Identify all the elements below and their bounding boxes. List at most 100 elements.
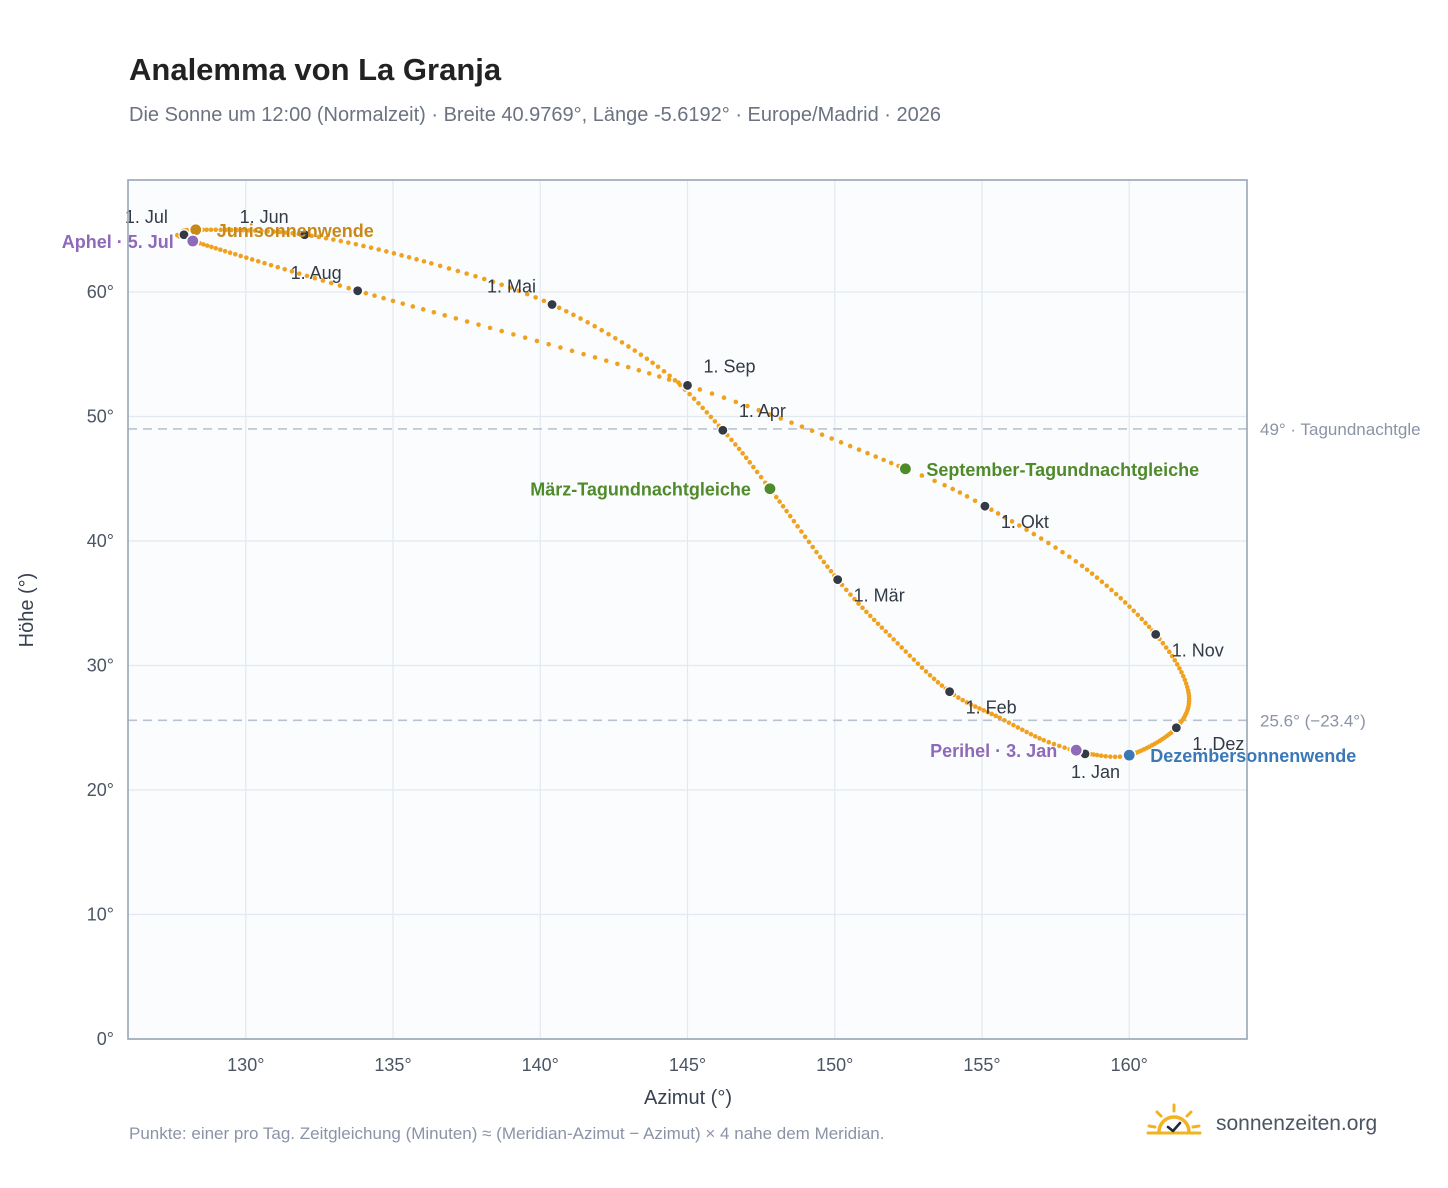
day-point	[829, 436, 834, 441]
y-tick-label: 0°	[97, 1029, 114, 1049]
day-point	[229, 227, 234, 233]
x-tick-label: 155°	[963, 1055, 1000, 1075]
day-point	[204, 227, 209, 233]
day-point	[592, 323, 597, 329]
day-point	[802, 534, 808, 540]
month-marker	[832, 574, 844, 586]
day-point	[522, 335, 528, 340]
day-point	[676, 380, 681, 385]
day-point	[289, 269, 295, 274]
brand-logo[interactable]: sonnenzeiten.org	[1146, 1102, 1406, 1142]
day-point	[646, 371, 652, 376]
day-point	[989, 711, 995, 717]
day-point	[799, 529, 804, 534]
day-point	[625, 364, 631, 370]
day-point	[903, 649, 909, 654]
day-point	[1166, 649, 1172, 655]
sun-icon	[1146, 1103, 1202, 1135]
event-label: Aphel · 5. Jul	[62, 232, 174, 252]
day-point	[795, 524, 800, 529]
day-point	[939, 683, 945, 688]
day-point	[821, 559, 827, 565]
day-point	[499, 282, 504, 288]
x-tick-label: 140°	[522, 1055, 559, 1075]
day-point	[778, 416, 784, 421]
day-point	[218, 247, 223, 252]
day-point	[709, 391, 715, 396]
day-point	[985, 709, 990, 715]
event-label: März-Tagundnachtgleiche	[530, 480, 751, 500]
day-point	[655, 364, 661, 370]
day-point	[1002, 717, 1007, 723]
event-label: Perihel · 3. Jan	[930, 741, 1057, 761]
day-point	[1053, 545, 1058, 550]
month-label: 1. Mai	[487, 276, 536, 296]
event-label: Dezembersonnenwende	[1150, 746, 1356, 766]
day-point	[338, 238, 344, 244]
day-point	[632, 348, 638, 353]
day-point	[626, 344, 631, 349]
day-point	[464, 271, 469, 276]
day-point	[1041, 737, 1047, 743]
day-point	[773, 494, 779, 500]
day-point	[581, 351, 586, 357]
day-point	[476, 322, 481, 327]
day-point	[252, 228, 258, 233]
day-point	[1066, 554, 1072, 560]
day-point	[972, 498, 978, 504]
day-point	[384, 249, 389, 254]
day-point	[1060, 549, 1065, 555]
day-point	[615, 361, 620, 367]
day-point	[271, 229, 277, 234]
day-point	[1024, 527, 1029, 533]
day-point	[789, 420, 794, 425]
day-point	[1118, 596, 1124, 601]
day-point	[1179, 670, 1184, 675]
day-point	[657, 374, 662, 379]
day-point	[437, 263, 443, 269]
day-point	[1015, 725, 1021, 730]
day-point	[249, 257, 255, 262]
day-point	[1019, 727, 1025, 733]
day-point	[255, 259, 261, 264]
day-point	[784, 508, 789, 514]
day-point	[956, 695, 961, 700]
month-label: 1. Aug	[291, 263, 342, 283]
day-point	[911, 657, 917, 662]
day-point	[923, 669, 929, 674]
month-marker	[546, 298, 558, 311]
day-point	[361, 243, 366, 249]
month-label: 1. Jul	[125, 207, 168, 227]
grid-lines	[128, 180, 1247, 1040]
day-point	[213, 227, 219, 233]
y-axis-label: Höhe (°)	[16, 573, 38, 648]
chart-subtitle: Die Sonne um 12:00 (Normalzeit) · Breite…	[129, 104, 942, 126]
day-point	[481, 276, 487, 282]
day-point	[473, 273, 478, 279]
event-marker	[185, 234, 200, 249]
day-point	[736, 446, 742, 452]
day-point	[265, 228, 270, 234]
day-point	[268, 262, 274, 268]
y-tick-label: 50°	[87, 407, 114, 427]
day-point	[891, 637, 896, 642]
day-point	[964, 700, 970, 705]
day-point	[1169, 653, 1175, 659]
day-point	[973, 704, 978, 709]
chart-title: Analemma von La Granja	[129, 52, 502, 87]
day-point	[297, 271, 302, 276]
day-point	[603, 358, 609, 363]
month-marker	[299, 229, 311, 241]
reference-line-label: 25.6° (−23.4°)	[1260, 711, 1366, 730]
day-point	[875, 621, 881, 627]
day-point	[848, 592, 853, 597]
day-point	[328, 280, 334, 286]
month-marker	[717, 424, 729, 436]
day-point	[368, 245, 374, 251]
day-point	[743, 455, 749, 461]
day-point	[516, 288, 522, 294]
day-point	[1127, 604, 1132, 609]
day-point	[1051, 741, 1057, 747]
day-point	[927, 672, 933, 678]
